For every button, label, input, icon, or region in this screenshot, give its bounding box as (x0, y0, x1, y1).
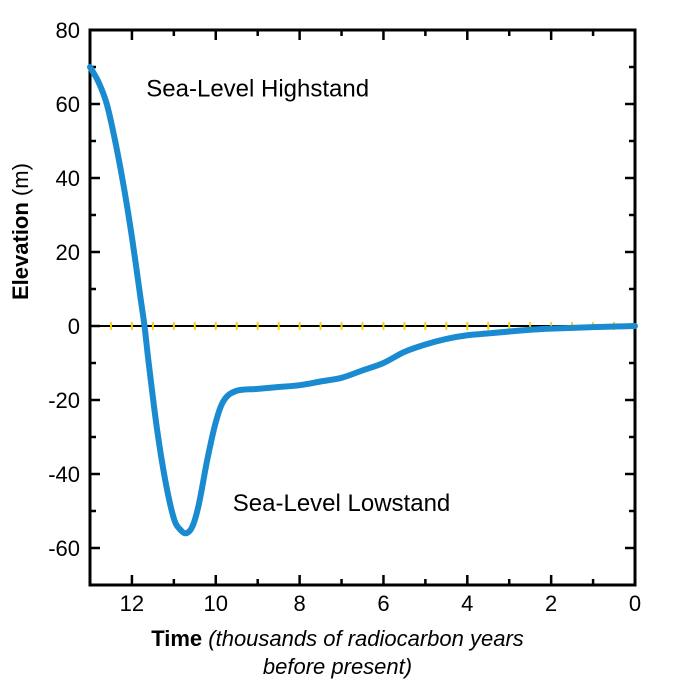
y-axis-label: Elevation (m) (8, 163, 34, 300)
x-axis-label-bold: Time (151, 626, 202, 651)
y-tick-label: -40 (48, 462, 80, 487)
x-axis-label-line1: (thousands of radiocarbon years (202, 626, 524, 651)
y-tick-label: -60 (48, 536, 80, 561)
chart-svg: 806040200-20-40-60121086420Sea-Level Hig… (0, 0, 675, 700)
x-tick-label: 8 (293, 591, 305, 616)
x-tick-label: 0 (629, 591, 641, 616)
x-tick-label: 4 (461, 591, 473, 616)
x-axis-label: Time (thousands of radiocarbon years bef… (0, 625, 675, 680)
y-tick-label: 40 (56, 166, 80, 191)
x-tick-label: 2 (545, 591, 557, 616)
y-tick-label: 80 (56, 18, 80, 43)
x-tick-label: 10 (204, 591, 228, 616)
y-tick-label: -20 (48, 388, 80, 413)
sea-level-curve (90, 67, 635, 533)
x-axis-label-line2: before present) (263, 654, 412, 679)
y-axis-label-bold: Elevation (8, 202, 33, 300)
x-tick-label: 12 (120, 591, 144, 616)
y-axis-label-unit: (m) (8, 163, 33, 202)
annotation: Sea-Level Highstand (146, 76, 369, 103)
x-tick-label: 6 (377, 591, 389, 616)
sea-level-chart: Elevation (m) 806040200-20-40-6012108642… (0, 0, 675, 700)
y-tick-label: 0 (68, 314, 80, 339)
annotation: Sea-Level Lowstand (233, 490, 450, 517)
y-tick-label: 60 (56, 92, 80, 117)
y-tick-label: 20 (56, 240, 80, 265)
